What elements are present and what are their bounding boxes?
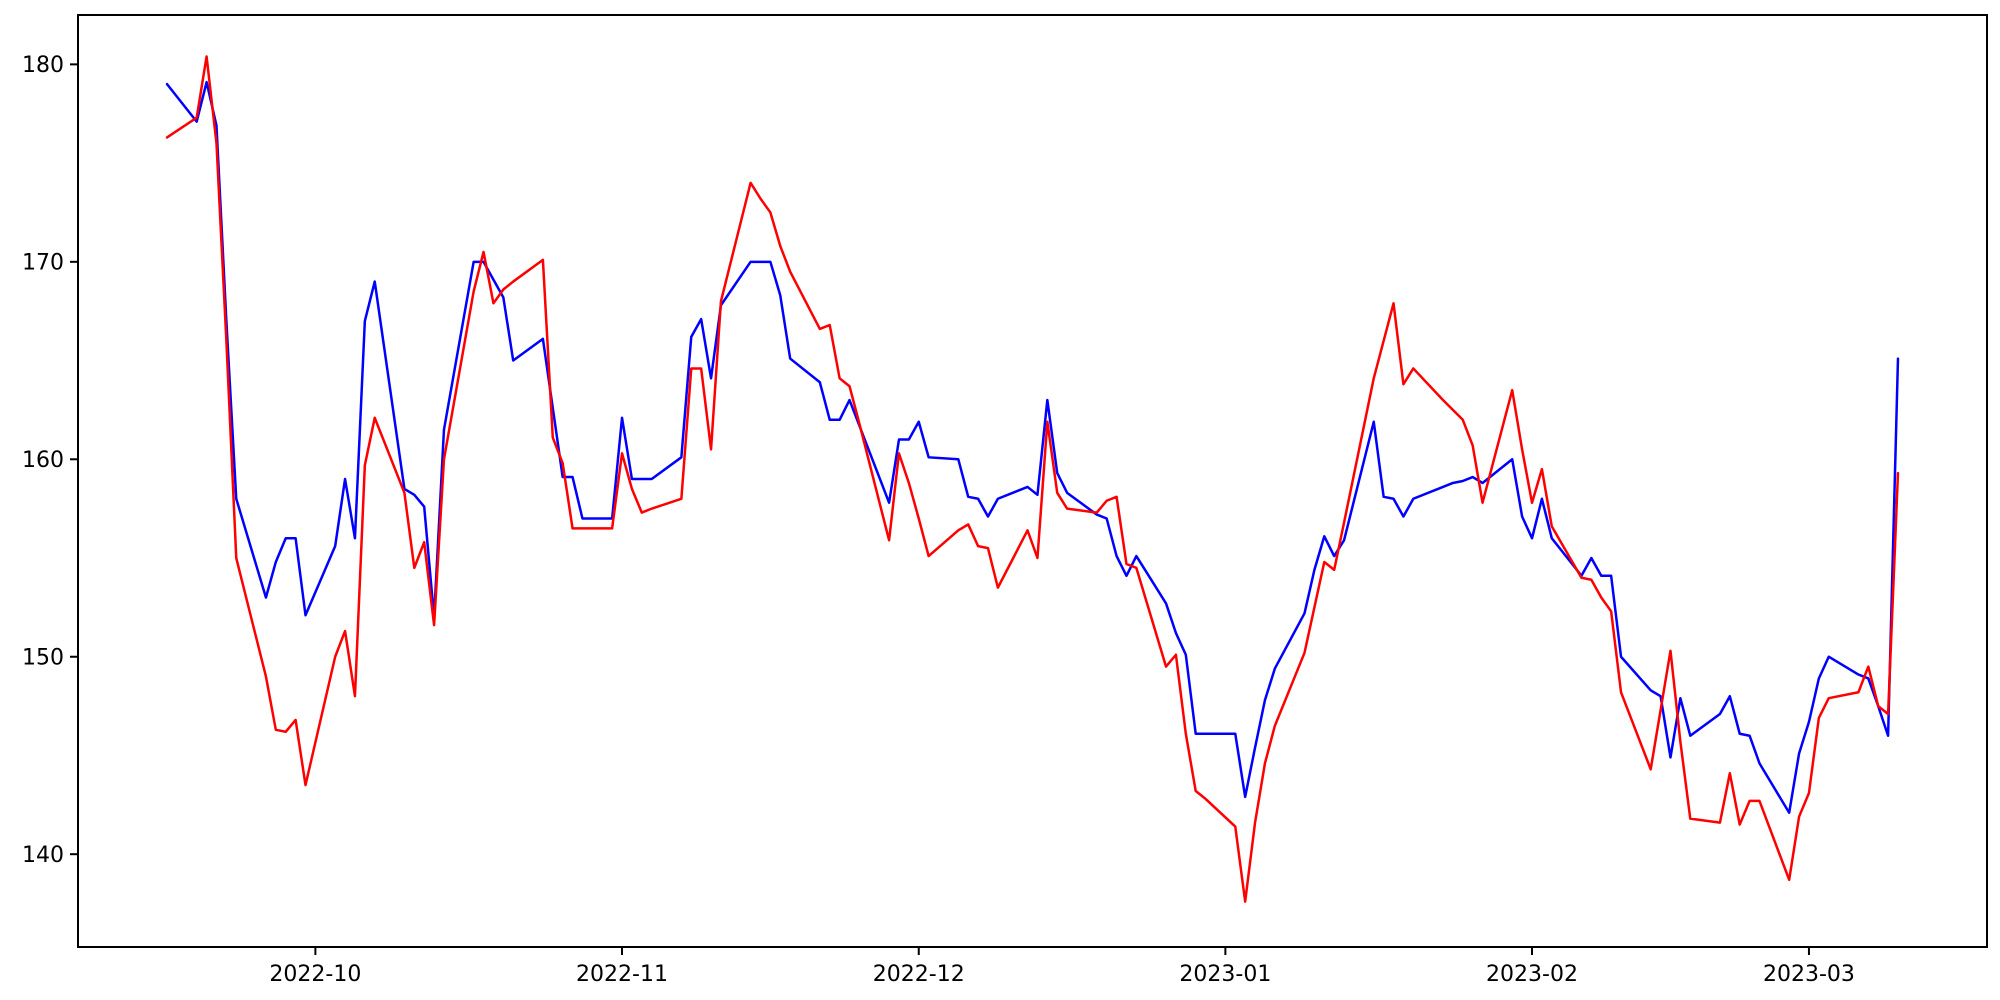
x-tick-label: 2022-12: [873, 962, 965, 987]
y-tick-label: 160: [22, 448, 64, 473]
plot-spines: [77, 14, 1988, 948]
x-axis-ticks: 2022-10 2022-11 2022-12 2023-01 2023-02 2023-…: [269, 947, 1855, 987]
series-red: [165, 55, 1900, 903]
series-blue: [165, 80, 1900, 814]
x-tick-label: 2023-03: [1763, 962, 1855, 987]
x-tick-label: 2022-10: [269, 962, 361, 987]
x-tick-label: 2022-11: [576, 962, 668, 987]
y-tick-label: 140: [22, 843, 64, 868]
y-axis-ticks: 140 150 160 170 180: [22, 53, 78, 868]
y-tick-label: 180: [22, 53, 64, 78]
y-tick-label: 150: [22, 645, 64, 670]
data-lines: [165, 55, 1900, 903]
x-tick-label: 2023-01: [1179, 962, 1271, 987]
plot-border: [77, 14, 1988, 948]
x-tick-label: 2023-02: [1486, 962, 1578, 987]
y-tick-label: 170: [22, 251, 64, 276]
